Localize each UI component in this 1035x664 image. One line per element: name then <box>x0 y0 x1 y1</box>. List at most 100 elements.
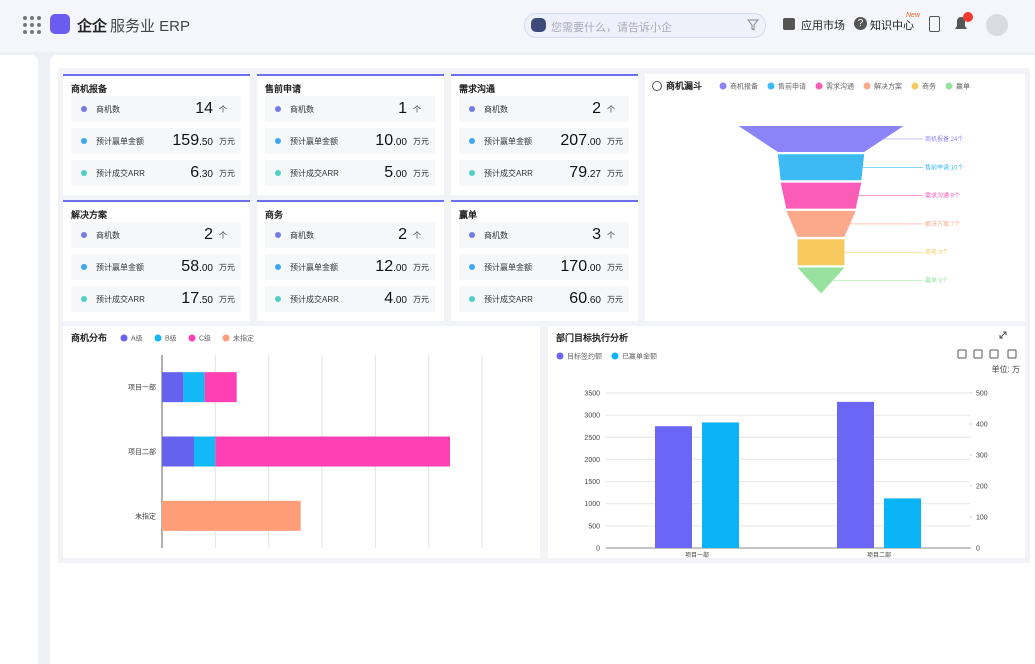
legend-label: 商务 <box>922 82 936 91</box>
metric-value: 207.00 <box>560 132 601 150</box>
value-dec: .00 <box>587 137 601 148</box>
dot <box>469 296 475 302</box>
legend-marker <box>767 82 775 90</box>
bar <box>702 422 739 548</box>
dot <box>81 170 87 176</box>
dot <box>469 170 475 176</box>
legend-label: 目标签约额 <box>567 352 602 361</box>
legend-label: 已赢单金额 <box>622 352 657 361</box>
value-dec: .60 <box>587 295 601 306</box>
metric-label: 预计赢单金额 <box>484 136 532 146</box>
value-int: 12 <box>375 258 394 275</box>
chart-title: 部门目标执行分析 <box>556 332 628 343</box>
value-int: 10 <box>375 132 394 149</box>
metric-value: 60.60 <box>569 290 601 308</box>
bar-segment <box>215 436 450 467</box>
card-title: 解决方案 <box>71 210 108 220</box>
card-title: 商务 <box>265 210 284 220</box>
phone-icon[interactable] <box>929 16 940 32</box>
tool-icon <box>1007 349 1017 359</box>
card-title: 需求沟通 <box>459 84 496 94</box>
dot <box>275 264 281 270</box>
metric-row: 商机数 2 个 <box>459 96 629 122</box>
app-market[interactable]: 应用市场 <box>801 20 845 32</box>
legend-marker <box>120 334 128 342</box>
card-title: 售前申请 <box>265 84 302 94</box>
metric-unit: 万元 <box>219 262 235 272</box>
tool-icon <box>989 349 999 359</box>
card: 需求沟通 商机数 2 个预计赢单金额 207.00 万元 预计成交ARR 79.27 万元 <box>451 74 638 195</box>
value-dec: .50 <box>199 137 213 148</box>
metric-row: 预计成交ARR 17.50 万元 <box>71 286 241 312</box>
value-dec: .00 <box>199 263 213 274</box>
funnel-label: 售前申请:10个 <box>925 163 963 171</box>
filter-icon[interactable] <box>747 19 759 31</box>
bell-icon[interactable] <box>953 12 977 34</box>
legend-marker <box>945 82 953 90</box>
knowledge-center[interactable]: 知识中心 <box>870 20 914 32</box>
legend-label: 赢单 <box>956 82 970 91</box>
sidebar <box>0 55 38 664</box>
app-market-icon <box>783 18 795 30</box>
metric-row: 预计成交ARR 60.60 万元 <box>459 286 629 312</box>
logo <box>50 14 70 34</box>
funnel-chart: 商机漏斗 商机报备 售前申请 需求沟通 解决方案 商务 赢单商机报备:24个售前申请:10个… <box>652 80 970 294</box>
metric-label: 预计赢单金额 <box>96 262 144 272</box>
metric-row: 预计成交ARR 5.00 万元 <box>265 160 435 186</box>
app-grid-icon[interactable] <box>22 15 42 35</box>
dot <box>469 264 475 270</box>
y-tick-label: 项目一部 <box>128 383 156 392</box>
metric-row: 商机数 1 个 <box>265 96 435 122</box>
brand: 企企 <box>77 18 108 35</box>
product: 服务业 ERP <box>110 18 191 35</box>
expand-icon <box>999 331 1007 339</box>
metric-unit: 万元 <box>607 136 623 146</box>
y-tick-label: 2000 <box>584 457 600 464</box>
metric-label: 商机数 <box>484 104 508 114</box>
card: 商务 商机数 2 个预计赢单金额 12.00 万元 预计成交ARR 4.00 万元 <box>257 200 444 321</box>
y-tick-label: 2500 <box>584 435 600 442</box>
metric-unit: 个 <box>219 230 227 240</box>
legend-marker <box>188 334 196 342</box>
legend-label: A级 <box>131 334 143 343</box>
metric-value: 17.50 <box>181 290 213 308</box>
x-tick-label: 项目二部 <box>867 551 891 558</box>
metric-unit: 万元 <box>413 168 429 178</box>
funnel-segment <box>780 182 862 209</box>
value-dec: .50 <box>199 295 213 306</box>
y-tick-label: 0 <box>596 546 600 553</box>
tool-icon <box>957 349 967 359</box>
metric-row: 预计赢单金额 58.00 万元 <box>71 254 241 280</box>
value-int: 5 <box>384 164 394 181</box>
bar-segment <box>162 436 194 467</box>
metric-label: 预计赢单金额 <box>290 262 338 272</box>
funnel-label: 需求沟通:9个 <box>925 192 960 200</box>
y-tick-label: 500 <box>588 523 600 530</box>
value-int: 58 <box>181 258 200 275</box>
bar-segment <box>183 372 205 403</box>
metric-label: 预计成交ARR <box>484 294 533 304</box>
value-int: 159 <box>172 132 200 149</box>
metric-unit: 个 <box>607 230 615 240</box>
target-panel: 部门目标执行分析 目标签约额 已赢单金额 单位: 万 0 500 1000 1500 2000 2… <box>548 326 1025 559</box>
card: 售前申请 商机数 1 个预计赢单金额 10.00 万元 预计成交ARR 5.00 万元 <box>257 74 444 195</box>
dot <box>275 106 281 112</box>
metric-label: 预计赢单金额 <box>290 136 338 146</box>
tool-icon <box>973 349 983 359</box>
legend-marker <box>222 334 230 342</box>
search-box[interactable]: 您需要什么，请告诉小企 <box>524 13 766 38</box>
chart-title: 商机分布 <box>71 332 107 343</box>
dot <box>275 138 281 144</box>
metric-value: 170.00 <box>560 258 601 276</box>
x-tick-label: 项目一部 <box>685 551 709 558</box>
globe-icon <box>652 81 662 91</box>
y2-tick-label: 100 <box>976 515 988 522</box>
metric-label: 商机数 <box>96 230 120 240</box>
metric-unit: 万元 <box>219 294 235 304</box>
dot <box>469 106 475 112</box>
metric-row: 商机数 3 个 <box>459 222 629 248</box>
card-title: 赢单 <box>459 210 478 220</box>
avatar[interactable] <box>986 14 1008 36</box>
